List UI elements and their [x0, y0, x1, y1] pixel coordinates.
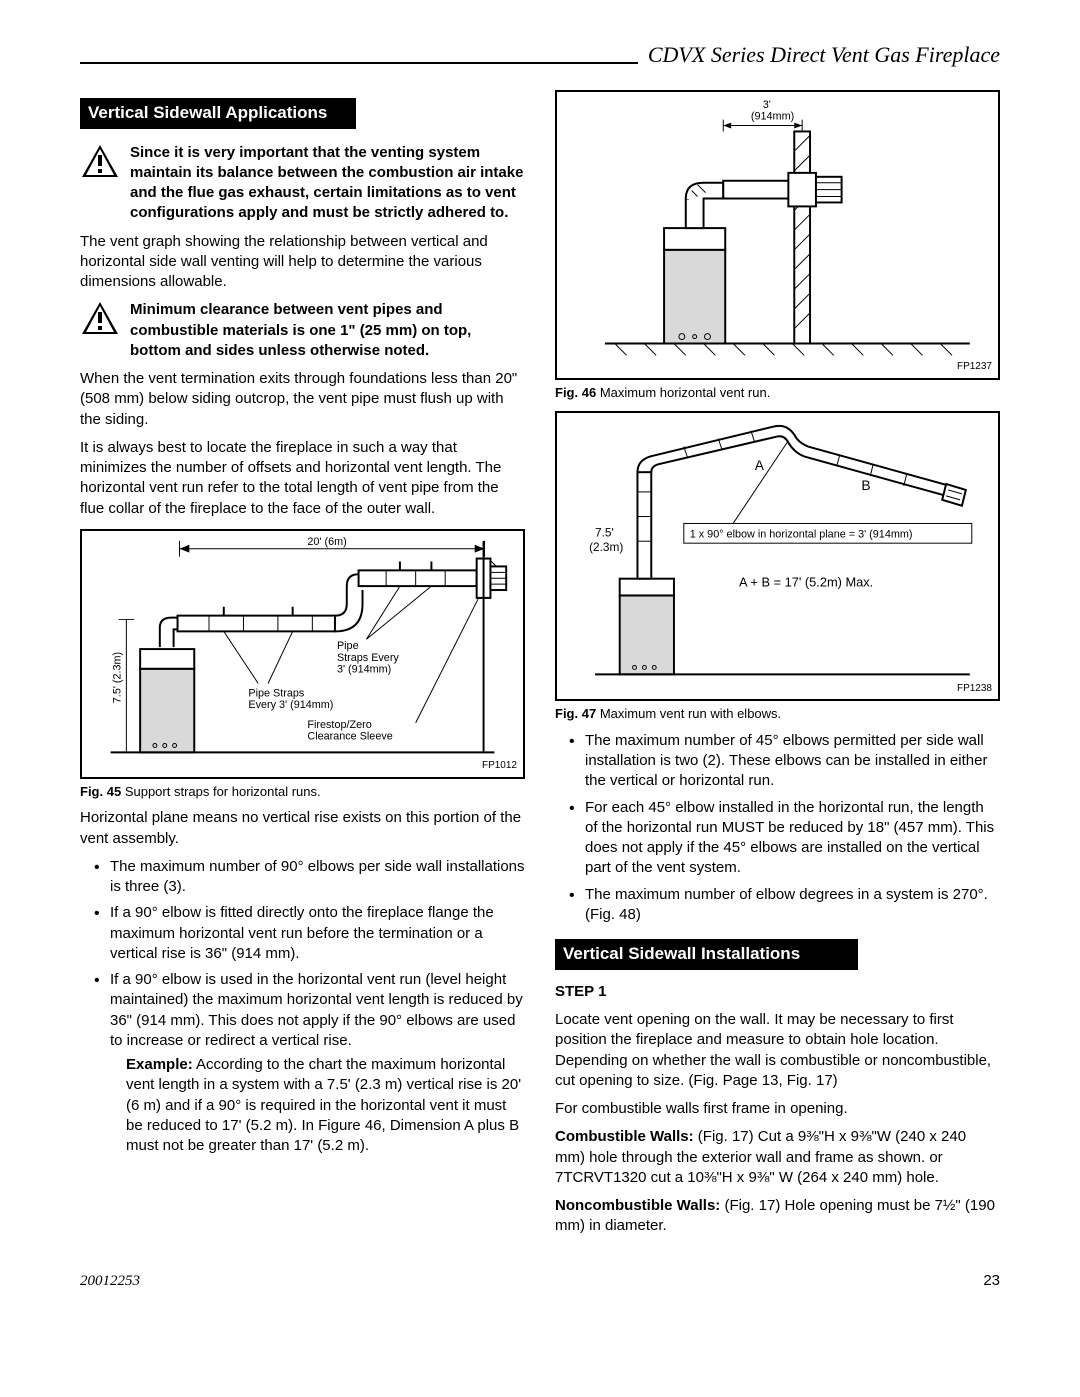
bullet-list: The maximum number of 45° elbows permitt…: [569, 731, 1000, 925]
svg-text:A + B = 17' (5.2m) Max.: A + B = 17' (5.2m) Max.: [739, 575, 873, 590]
document-title: CDVX Series Direct Vent Gas Fireplace: [638, 40, 1000, 70]
svg-text:Firestop/Zero: Firestop/Zero: [307, 719, 371, 731]
warning-2: Minimum clearance between vent pipes and…: [80, 300, 525, 361]
paragraph: The vent graph showing the relationship …: [80, 232, 525, 293]
warning-icon: [80, 143, 120, 179]
list-item: The maximum number of 45° elbows permitt…: [569, 731, 1000, 792]
fig46-svg: 3' (914mm): [557, 92, 998, 378]
svg-text:Every 3' (914mm): Every 3' (914mm): [248, 699, 333, 711]
figure-id: FP1237: [957, 360, 992, 374]
svg-text:Straps Every: Straps Every: [337, 652, 399, 664]
paragraph: Locate vent opening on the wall. It may …: [555, 1010, 1000, 1091]
svg-text:1 x 90° elbow in horizontal pl: 1 x 90° elbow in horizontal plane = 3' (…: [690, 528, 913, 540]
svg-text:3': 3': [763, 98, 771, 110]
paragraph: For combustible walls first frame in ope…: [555, 1099, 1000, 1119]
svg-text:20' (6m): 20' (6m): [307, 536, 346, 548]
list-item: If a 90° elbow is fitted directly onto t…: [94, 903, 525, 964]
paragraph: It is always best to locate the fireplac…: [80, 438, 525, 519]
list-item: The maximum number of 90° elbows per sid…: [94, 857, 525, 898]
figure-46: 3' (914mm): [555, 90, 1000, 380]
svg-text:7.5' (2.3m): 7.5' (2.3m): [111, 652, 123, 703]
left-column: Vertical Sidewall Applications Since it …: [80, 90, 525, 1245]
svg-text:Pipe: Pipe: [337, 640, 359, 652]
figure-45: 20' (6m) 7.5' (2.3m): [80, 529, 525, 779]
warning-2-text: Minimum clearance between vent pipes and…: [130, 300, 525, 361]
svg-text:A: A: [755, 458, 765, 473]
figure-id: FP1238: [957, 682, 992, 696]
page-number: 23: [983, 1271, 1000, 1291]
paragraph: When the vent termination exits through …: [80, 369, 525, 430]
section-header-installations: Vertical Sidewall Installations: [555, 939, 858, 970]
figure-id: FP1012: [482, 759, 517, 773]
paragraph: Noncombustible Walls: (Fig. 17) Hole ope…: [555, 1196, 1000, 1237]
list-item: For each 45° elbow installed in the hori…: [569, 798, 1000, 879]
svg-text:B: B: [861, 478, 870, 493]
svg-text:Clearance Sleeve: Clearance Sleeve: [307, 730, 392, 742]
warning-1: Since it is very important that the vent…: [80, 143, 525, 224]
figure-47: A B 7.5' (2.3m) 1 x 90° elbow in horizon…: [555, 411, 1000, 701]
fig45-svg: 20' (6m) 7.5' (2.3m): [82, 531, 523, 777]
page-header: CDVX Series Direct Vent Gas Fireplace: [80, 40, 1000, 70]
fig47-svg: A B 7.5' (2.3m) 1 x 90° elbow in horizon…: [557, 413, 998, 699]
svg-text:7.5': 7.5': [595, 526, 614, 540]
right-column: 3' (914mm): [555, 90, 1000, 1245]
list-item: If a 90° elbow is used in the horizontal…: [94, 970, 525, 1156]
warning-1-text: Since it is very important that the vent…: [130, 143, 525, 224]
figure-46-caption: Fig. 46 Maximum horizontal vent run.: [555, 384, 1000, 402]
list-item: The maximum number of elbow degrees in a…: [569, 885, 1000, 926]
step-1-label: STEP 1: [555, 982, 1000, 1002]
svg-text:(914mm): (914mm): [751, 110, 794, 122]
bullet-list: The maximum number of 90° elbows per sid…: [94, 857, 525, 1157]
page-footer: 20012253 23: [80, 1271, 1000, 1291]
figure-47-caption: Fig. 47 Maximum vent run with elbows.: [555, 705, 1000, 723]
svg-text:Pipe Straps: Pipe Straps: [248, 687, 304, 699]
figure-45-caption: Fig. 45 Support straps for horizontal ru…: [80, 783, 525, 801]
svg-text:3' (914mm): 3' (914mm): [337, 664, 391, 676]
header-rule: [80, 62, 638, 64]
warning-icon: [80, 300, 120, 336]
svg-text:(2.3m): (2.3m): [589, 540, 623, 554]
example-paragraph: Example: According to the chart the maxi…: [126, 1055, 525, 1156]
paragraph: Horizontal plane means no vertical rise …: [80, 808, 525, 849]
section-header-applications: Vertical Sidewall Applications: [80, 98, 356, 129]
doc-number: 20012253: [80, 1271, 140, 1291]
paragraph: Combustible Walls: (Fig. 17) Cut a 9⅜"H …: [555, 1127, 1000, 1188]
